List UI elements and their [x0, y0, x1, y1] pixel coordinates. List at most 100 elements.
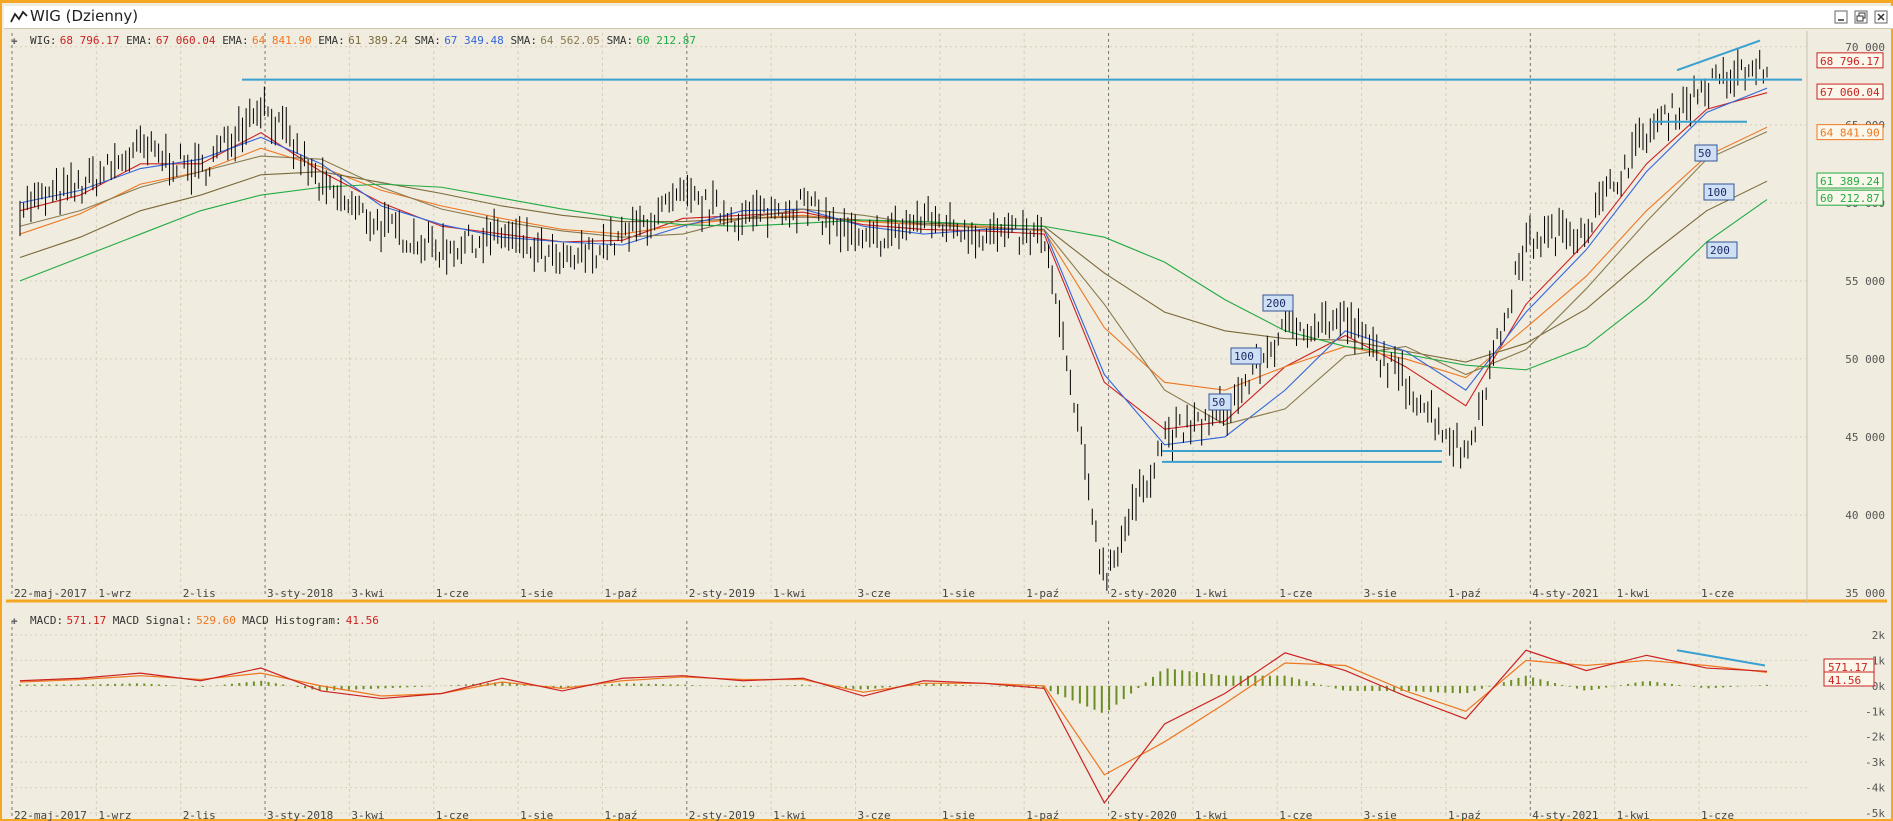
ma-line-5	[19, 131, 1768, 426]
macd-x-tick: 1-paź	[1448, 809, 1481, 821]
restore-icon[interactable]	[1854, 10, 1868, 24]
value-tag-box	[1816, 52, 1884, 69]
value-tag-box	[1816, 172, 1884, 189]
macd-x-tick: 1-kwi	[1195, 809, 1228, 821]
crosshair-icon: ✚	[11, 34, 18, 47]
ma-period-label: 200	[1710, 244, 1730, 257]
legend-value: 68 796.17	[60, 34, 120, 47]
price-x-tick: 1-kwi	[1195, 587, 1228, 600]
macd-y-tick: -1k	[1865, 705, 1885, 718]
price-x-tick: 1-kwi	[1617, 587, 1650, 600]
price-x-tick: 1-sie	[520, 587, 553, 600]
value-tag: 64 841.90	[1820, 127, 1880, 140]
macd-y-tick: 1k	[1872, 654, 1886, 667]
value-tag-box	[1816, 189, 1884, 206]
macd-x-tick: 1-sie	[520, 809, 553, 821]
price-x-tick: 1-cze	[1701, 587, 1734, 600]
ma-period-label: 50	[1698, 147, 1711, 160]
price-y-tick: 35 000	[1845, 587, 1885, 600]
ma-period-label-box	[1694, 144, 1718, 162]
macd-x-tick: 4-sty-2021	[1532, 809, 1598, 821]
ma-line-6	[19, 183, 1768, 371]
price-x-tick: 2-lis	[183, 587, 216, 600]
macd-value-tag-box	[1823, 671, 1875, 687]
macd-value-tag: 41.56	[1828, 674, 1861, 687]
macd-x-tick: 3-sty-2018	[267, 809, 333, 821]
price-y-tick: 40 000	[1845, 509, 1885, 522]
macd-y-tick: -3k	[1865, 756, 1885, 769]
macd-value-tag: 571.17	[1828, 661, 1868, 674]
price-y-tick: 55 000	[1845, 275, 1885, 288]
macd-y-tick: -4k	[1865, 782, 1885, 795]
price-x-tick: 22-maj-2017	[14, 587, 87, 600]
macd-x-tick: 3-sie	[1364, 809, 1397, 821]
legend-label: EMA:	[126, 34, 153, 47]
macd-x-tick: 1-kwi	[773, 809, 806, 821]
macd-x-tick: 3-kwi	[351, 809, 384, 821]
legend-label: WIG:	[30, 34, 57, 47]
ma-period-label-box	[1230, 347, 1262, 365]
ma-period-label-box	[1703, 183, 1735, 201]
macd-legend-value: 41.56	[346, 614, 379, 627]
legend-label: SMA:	[414, 34, 441, 47]
macd-divergence-line	[1676, 649, 1766, 667]
macd-x-tick: 1-cze	[1701, 809, 1734, 821]
uptrend-line	[1676, 39, 1761, 72]
price-x-tick: 2-sty-2019	[689, 587, 755, 600]
close-icon[interactable]	[1874, 10, 1888, 24]
price-y-tick: 70 000	[1845, 41, 1885, 54]
macd-y-tick: -5k	[1865, 807, 1885, 820]
ma-period-label-box	[1706, 241, 1738, 259]
legend-label: SMA:	[511, 34, 538, 47]
price-x-tick: 1-paź	[604, 587, 637, 600]
ma-period-label: 100	[1234, 350, 1254, 363]
price-x-tick: 3-kwi	[351, 587, 384, 600]
minimize-icon[interactable]	[1834, 10, 1848, 24]
macd-signal-line	[19, 659, 1768, 776]
macd-x-tick: 3-cze	[858, 809, 891, 821]
price-x-tick: 1-paź	[1026, 587, 1059, 600]
price-x-tick: 1-wrz	[98, 587, 131, 600]
chart-line-icon	[10, 10, 28, 23]
legend-label: EMA:	[222, 34, 249, 47]
macd-legend-label: MACD Signal:	[113, 614, 192, 627]
ma-period-label-box	[1208, 393, 1232, 411]
macd-x-tick: 2-lis	[183, 809, 216, 821]
price-y-tick: 45 000	[1845, 431, 1885, 444]
macd-legend-label: MACD:	[30, 614, 63, 627]
macd-legend-value: 571.17	[67, 614, 107, 627]
title-bar: WIG (Dzienny)	[4, 6, 1893, 29]
legend-label: EMA:	[318, 34, 345, 47]
value-tag: 68 796.17	[1820, 55, 1880, 68]
value-tag-box	[1816, 83, 1884, 100]
price-x-tick: 3-sty-2018	[267, 587, 333, 600]
legend-value: 64 562.05	[540, 34, 600, 47]
crosshair-icon: ✚	[11, 614, 18, 627]
price-x-tick: 1-kwi	[773, 587, 806, 600]
legend-value: 61 389.24	[348, 34, 408, 47]
value-tag: 67 060.04	[1820, 86, 1880, 99]
legend-value: 64 841.90	[252, 34, 312, 47]
price-x-tick: 2-sty-2020	[1111, 587, 1177, 600]
macd-x-tick: 1-wrz	[98, 809, 131, 821]
ma-period-label-box	[1262, 294, 1294, 312]
price-x-tick: 1-cze	[436, 587, 469, 600]
macd-x-tick: 1-paź	[604, 809, 637, 821]
value-tag-box	[1816, 124, 1884, 141]
price-x-tick: 1-sie	[942, 587, 975, 600]
ma-period-label: 100	[1707, 186, 1727, 199]
ma-line-4	[19, 87, 1768, 446]
legend-label: SMA:	[607, 34, 634, 47]
macd-x-tick: 1-paź	[1026, 809, 1059, 821]
price-x-tick: 1-cze	[1279, 587, 1312, 600]
macd-x-tick: 1-sie	[942, 809, 975, 821]
window-title: WIG (Dzienny)	[30, 7, 139, 25]
ma-period-label: 50	[1212, 396, 1225, 409]
legend-value: 67 060.04	[156, 34, 216, 47]
macd-legend-value: 529.60	[196, 614, 236, 627]
macd-line	[19, 649, 1768, 804]
macd-legend-label: MACD Histogram:	[242, 614, 341, 627]
legend-value: 60 212.87	[636, 34, 696, 47]
price-x-tick: 1-paź	[1448, 587, 1481, 600]
